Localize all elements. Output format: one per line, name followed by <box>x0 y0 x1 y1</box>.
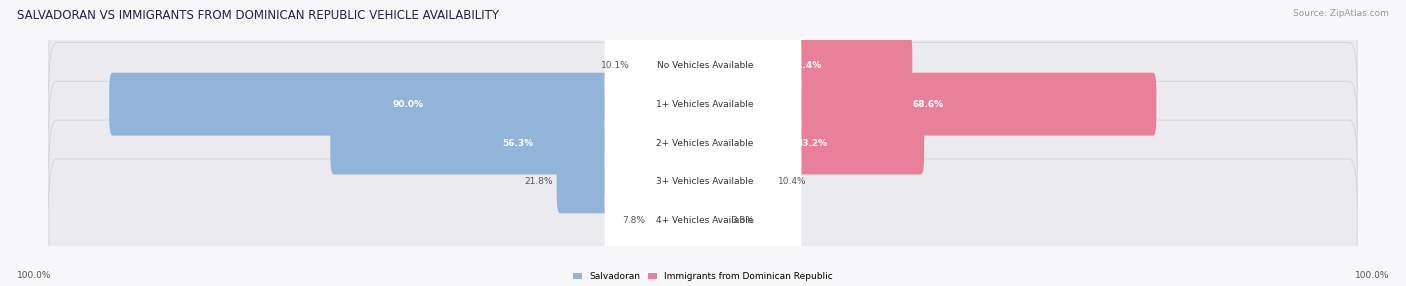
FancyBboxPatch shape <box>110 73 706 136</box>
FancyBboxPatch shape <box>49 120 1357 244</box>
FancyBboxPatch shape <box>700 73 1156 136</box>
FancyBboxPatch shape <box>605 53 801 155</box>
Text: 7.8%: 7.8% <box>623 216 645 225</box>
Text: SALVADORAN VS IMMIGRANTS FROM DOMINICAN REPUBLIC VEHICLE AVAILABILITY: SALVADORAN VS IMMIGRANTS FROM DOMINICAN … <box>17 9 499 21</box>
Text: 56.3%: 56.3% <box>503 138 534 148</box>
FancyBboxPatch shape <box>605 169 801 272</box>
FancyBboxPatch shape <box>700 112 924 174</box>
Text: 3.3%: 3.3% <box>731 216 754 225</box>
Text: 4+ Vehicles Available: 4+ Vehicles Available <box>657 216 754 225</box>
Text: 31.4%: 31.4% <box>790 61 821 70</box>
Text: 3+ Vehicles Available: 3+ Vehicles Available <box>657 177 754 186</box>
Text: 10.4%: 10.4% <box>778 177 807 186</box>
Text: 100.0%: 100.0% <box>1354 271 1389 280</box>
Text: 90.0%: 90.0% <box>392 100 423 109</box>
FancyBboxPatch shape <box>49 42 1357 166</box>
FancyBboxPatch shape <box>700 34 912 97</box>
Text: 1+ Vehicles Available: 1+ Vehicles Available <box>657 100 754 109</box>
FancyBboxPatch shape <box>49 159 1357 283</box>
Text: 2+ Vehicles Available: 2+ Vehicles Available <box>657 138 754 148</box>
FancyBboxPatch shape <box>605 131 801 233</box>
FancyBboxPatch shape <box>49 3 1357 127</box>
Legend: Salvadoran, Immigrants from Dominican Republic: Salvadoran, Immigrants from Dominican Re… <box>574 273 832 281</box>
FancyBboxPatch shape <box>648 189 706 252</box>
FancyBboxPatch shape <box>557 150 706 213</box>
FancyBboxPatch shape <box>700 150 775 213</box>
Text: No Vehicles Available: No Vehicles Available <box>657 61 754 70</box>
FancyBboxPatch shape <box>700 189 728 252</box>
FancyBboxPatch shape <box>49 81 1357 205</box>
FancyBboxPatch shape <box>605 14 801 117</box>
FancyBboxPatch shape <box>605 92 801 194</box>
FancyBboxPatch shape <box>330 112 706 174</box>
Text: 21.8%: 21.8% <box>524 177 554 186</box>
Text: Source: ZipAtlas.com: Source: ZipAtlas.com <box>1294 9 1389 17</box>
FancyBboxPatch shape <box>634 34 706 97</box>
Text: 100.0%: 100.0% <box>17 271 52 280</box>
Text: 33.2%: 33.2% <box>796 138 828 148</box>
Text: 68.6%: 68.6% <box>912 100 943 109</box>
Text: 10.1%: 10.1% <box>602 61 630 70</box>
